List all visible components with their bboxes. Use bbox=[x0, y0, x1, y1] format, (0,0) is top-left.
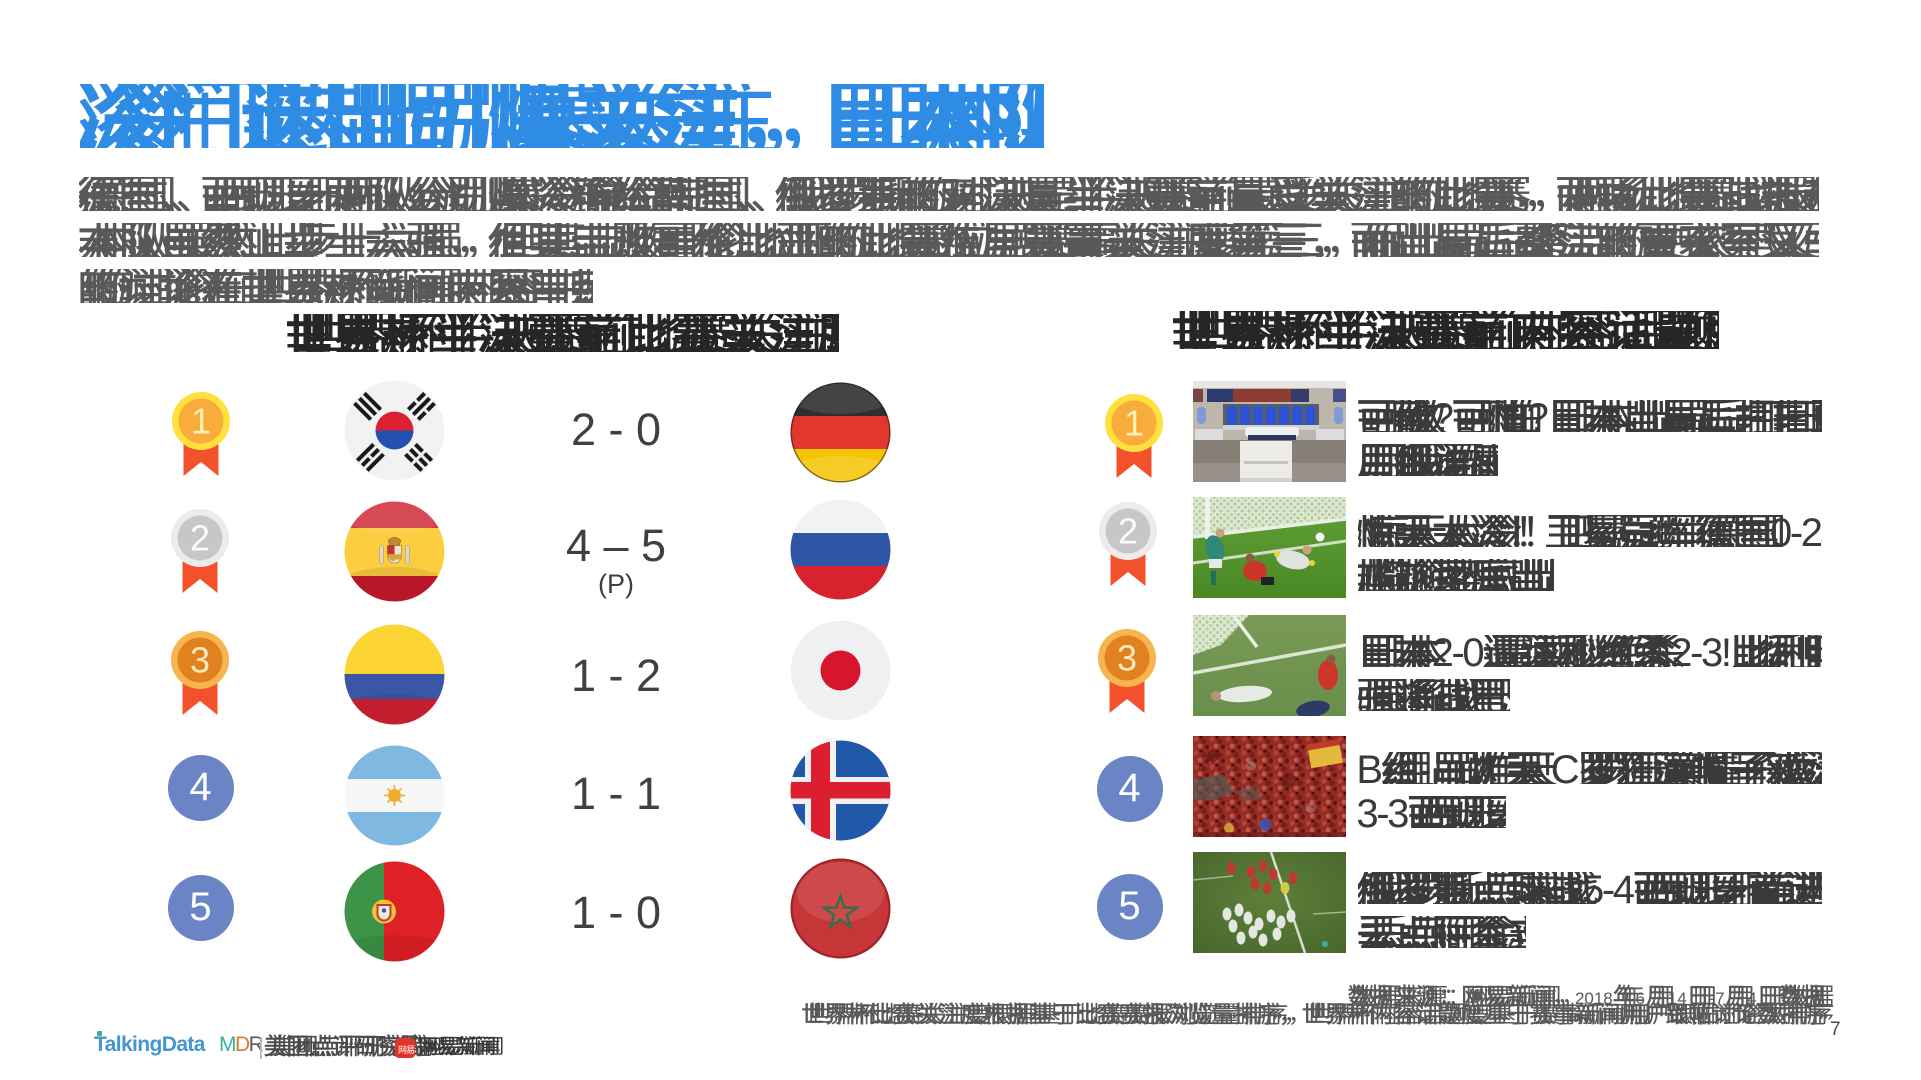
svg-text:2: 2 bbox=[190, 518, 210, 559]
svg-text:3: 3 bbox=[1117, 638, 1137, 679]
svg-text:2: 2 bbox=[1118, 511, 1138, 552]
svg-text:3: 3 bbox=[190, 640, 210, 681]
svg-text:1: 1 bbox=[191, 401, 211, 442]
svg-text:1: 1 bbox=[1124, 403, 1144, 444]
